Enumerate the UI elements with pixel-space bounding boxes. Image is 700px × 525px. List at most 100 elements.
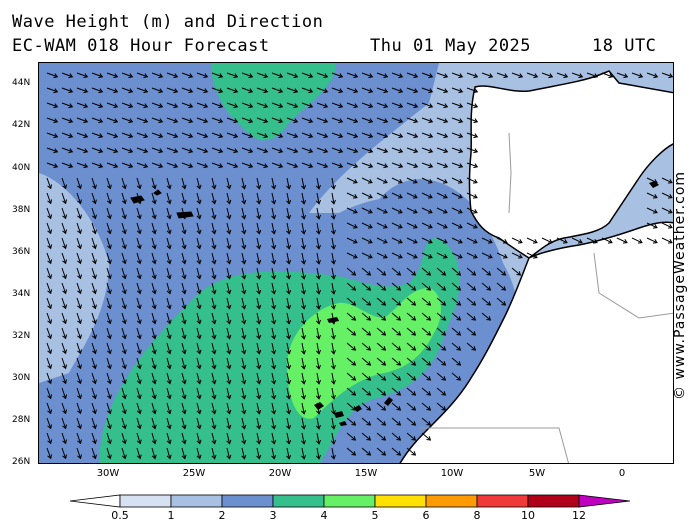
wave-arrow-head — [426, 346, 432, 351]
wave-arrow-head — [256, 199, 262, 205]
wave-arrow — [271, 327, 275, 339]
wave-arrow-head — [166, 289, 172, 295]
wave-arrow — [271, 447, 275, 459]
wave-arrow — [226, 87, 238, 93]
wave-arrow — [61, 327, 67, 339]
wave-arrow-head — [353, 73, 359, 79]
wave-arrow — [556, 237, 568, 244]
wave-arrow — [256, 117, 268, 123]
wave-arrow-head — [77, 439, 82, 445]
wave-arrow-head — [442, 224, 448, 229]
wave-arrow-head — [106, 409, 112, 415]
wave-arrow — [331, 372, 335, 384]
wave-arrow — [406, 312, 416, 321]
wave-arrow — [376, 447, 386, 456]
wave-arrow-head — [83, 118, 89, 124]
wave-arrow-head — [286, 199, 292, 205]
wave-arrow — [166, 222, 171, 234]
wave-arrow-head — [53, 88, 59, 94]
wave-arrow — [211, 387, 216, 399]
wave-arrow-head — [211, 454, 217, 460]
wave-arrow — [76, 402, 82, 414]
wave-arrow — [196, 117, 208, 123]
wave-arrow — [151, 312, 156, 324]
wave-arrow-head — [53, 133, 59, 139]
wave-arrow — [481, 312, 491, 321]
wave-arrow-head — [293, 73, 299, 79]
wave-arrow-head — [196, 394, 202, 400]
wave-arrow-head — [501, 271, 507, 276]
wave-arrow-head — [121, 184, 127, 190]
wave-arrow-head — [412, 194, 418, 199]
wave-arrow-head — [441, 271, 447, 276]
wave-arrow-head — [203, 148, 209, 154]
wave-arrow-head — [456, 331, 462, 336]
wave-arrow-head — [271, 199, 277, 205]
wave-arrow-head — [456, 316, 462, 321]
wave-arrow-head — [271, 454, 277, 460]
wave-arrow-head — [121, 289, 127, 295]
wave-arrow — [241, 147, 253, 153]
wave-arrow-head — [158, 73, 164, 79]
wave-arrow-head — [47, 199, 53, 205]
wave-arrow — [181, 132, 193, 138]
wave-arrow-head — [151, 304, 157, 310]
wave-arrow — [421, 402, 431, 411]
wave-arrow — [451, 372, 461, 381]
wave-arrow — [136, 267, 141, 279]
wave-arrow-head — [351, 421, 357, 426]
wave-arrow-head — [608, 73, 614, 79]
wave-arrow-head — [367, 239, 373, 244]
wave-arrow-head — [211, 199, 217, 205]
wave-arrow — [241, 237, 246, 249]
wave-arrow-head — [366, 361, 372, 366]
wave-arrow-head — [196, 334, 202, 340]
wave-arrow-head — [456, 361, 462, 366]
lat-label-36n: 36N — [12, 247, 31, 257]
wave-arrow-head — [456, 271, 462, 276]
legend-label-2: 2 — [218, 509, 226, 522]
wave-arrow — [316, 312, 320, 324]
wave-arrow-head — [472, 224, 478, 229]
wave-arrow — [362, 462, 363, 463]
wave-arrow-head — [351, 451, 357, 456]
wave-arrow — [76, 432, 82, 444]
wave-arrow — [361, 237, 373, 244]
wave-arrow-head — [62, 439, 68, 445]
wave-arrow — [211, 357, 216, 369]
wave-arrow-head — [456, 286, 462, 291]
wave-arrow-head — [256, 379, 262, 385]
wave-arrow-head — [62, 409, 68, 415]
wave-arrow — [226, 357, 231, 369]
wave-arrow-head — [196, 364, 202, 370]
wave-arrow-head — [106, 244, 112, 250]
wave-arrow — [241, 402, 246, 414]
wave-arrow — [196, 102, 208, 108]
wave-arrow-head — [68, 118, 74, 124]
wave-arrow-head — [241, 454, 247, 460]
wave-arrow-head — [166, 199, 172, 205]
wave-arrow — [436, 327, 446, 336]
wave-arrow-head — [181, 364, 187, 370]
wave-arrow-head — [218, 73, 224, 79]
wave-arrow — [46, 237, 52, 249]
wave-arrow-head — [667, 224, 673, 229]
wave-map[interactable] — [38, 62, 674, 464]
wave-arrow-head — [366, 391, 372, 396]
wave-arrow-head — [301, 184, 307, 190]
wave-arrow — [196, 327, 201, 339]
wave-arrow-head — [301, 244, 307, 250]
wave-arrow — [406, 237, 418, 244]
wave-arrow — [361, 357, 371, 366]
wave-arrow — [181, 117, 193, 123]
wave-arrow — [181, 297, 186, 309]
wave-arrow — [436, 237, 448, 244]
wave-arrow — [331, 72, 343, 78]
wave-arrow-head — [256, 259, 262, 265]
wave-arrow — [466, 132, 478, 138]
wave-arrow — [151, 417, 156, 429]
wave-arrow-head — [301, 379, 307, 385]
wave-arrow — [166, 357, 171, 369]
wave-arrow — [376, 102, 388, 108]
wave-arrow — [136, 237, 141, 249]
